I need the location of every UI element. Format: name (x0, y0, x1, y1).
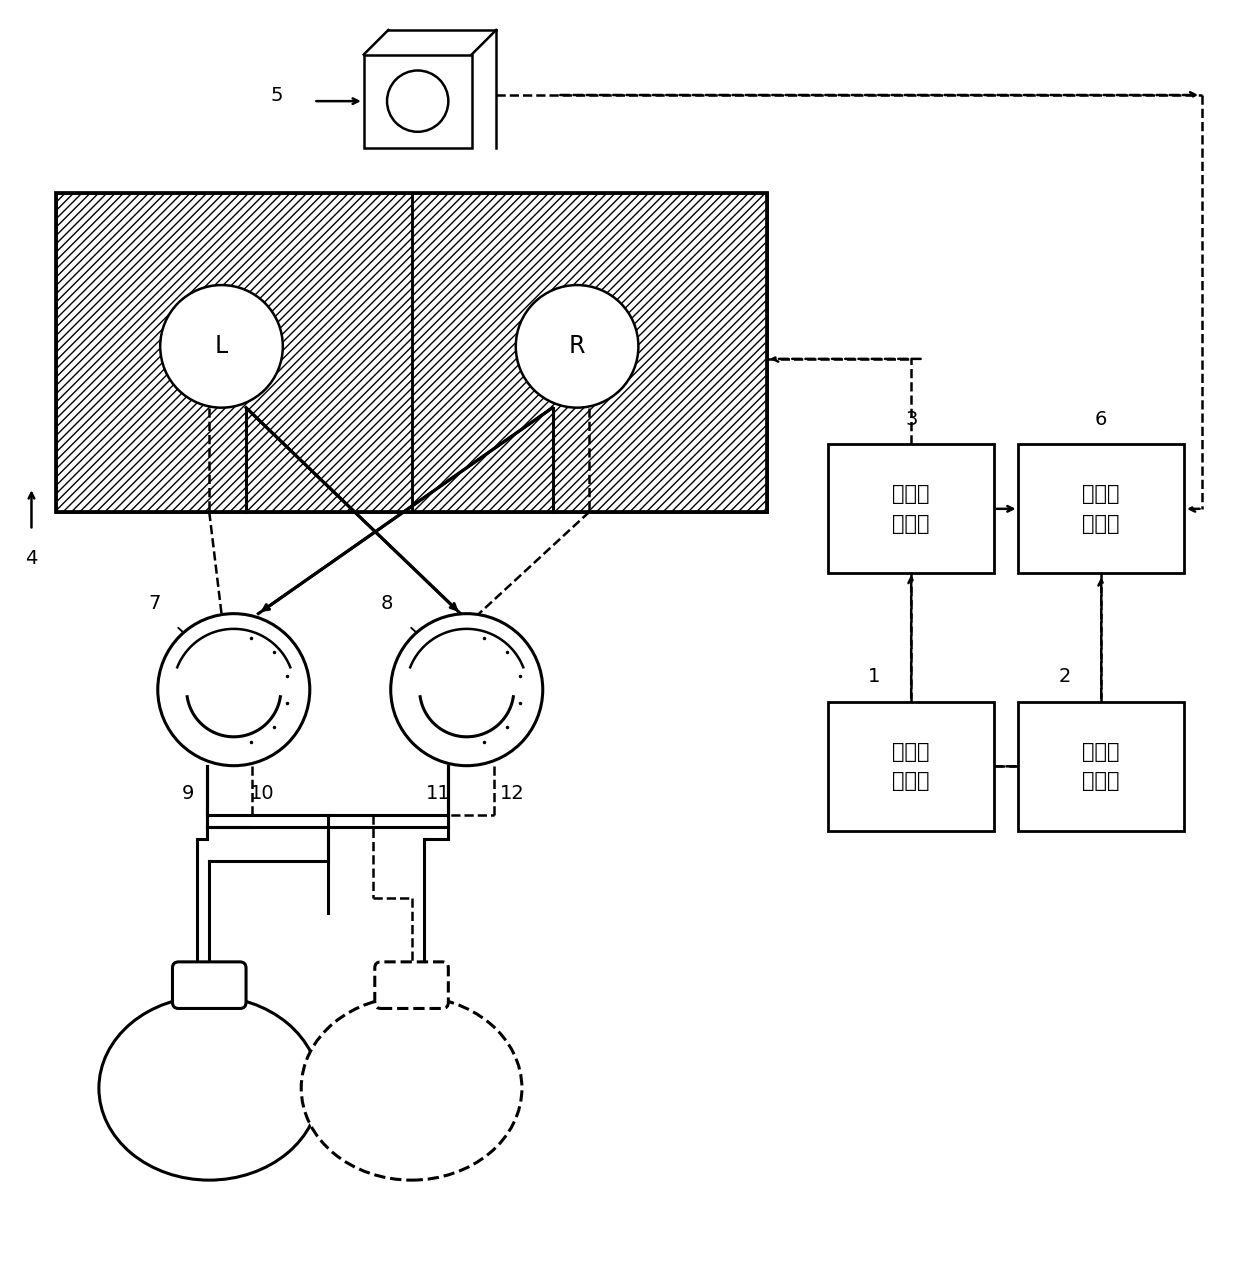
Circle shape (516, 286, 639, 407)
Text: 11: 11 (427, 784, 451, 803)
Circle shape (387, 71, 449, 132)
Bar (412, 193, 768, 511)
Bar (828, 444, 994, 574)
Bar (828, 702, 994, 831)
Text: 14: 14 (424, 1091, 449, 1110)
Bar (56, 193, 768, 511)
Text: 阈下信
号生成: 阈下信 号生成 (1083, 741, 1120, 791)
Circle shape (157, 614, 310, 765)
Text: R: R (569, 334, 585, 358)
Bar (363, 55, 471, 147)
Bar (56, 193, 412, 511)
Text: 8: 8 (381, 594, 393, 613)
Text: 12: 12 (500, 784, 525, 803)
Text: 2: 2 (1058, 667, 1070, 687)
Text: 10: 10 (249, 784, 274, 803)
Ellipse shape (99, 996, 320, 1180)
Text: 视频信
号输入: 视频信 号输入 (893, 741, 930, 791)
Bar (1018, 702, 1184, 831)
Text: 监控信
号处理: 监控信 号处理 (1083, 483, 1120, 534)
Bar (56, 193, 412, 511)
FancyBboxPatch shape (172, 962, 246, 1009)
FancyBboxPatch shape (374, 962, 449, 1009)
Text: 7: 7 (148, 594, 160, 613)
Text: 9: 9 (182, 784, 195, 803)
Bar (1018, 444, 1184, 574)
Text: 3: 3 (905, 410, 918, 429)
Text: 5: 5 (270, 85, 283, 104)
Bar (412, 193, 768, 511)
Text: 1: 1 (868, 667, 880, 687)
Text: 6: 6 (1095, 410, 1107, 429)
Circle shape (391, 614, 543, 765)
Text: 4: 4 (25, 548, 37, 567)
Ellipse shape (301, 996, 522, 1180)
Text: 13: 13 (222, 1091, 247, 1110)
Text: L: L (215, 334, 228, 358)
Circle shape (160, 286, 283, 407)
Text: 视频信
号处理: 视频信 号处理 (893, 483, 930, 534)
